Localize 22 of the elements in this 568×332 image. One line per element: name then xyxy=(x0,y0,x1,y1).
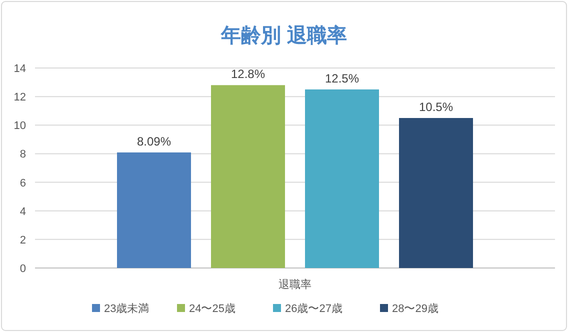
y-tick-label: 8 xyxy=(20,148,26,161)
bar xyxy=(305,89,379,268)
data-label: 10.5% xyxy=(418,100,454,114)
bar xyxy=(117,152,191,268)
y-tick-label: 0 xyxy=(20,263,26,275)
y-tick-label: 14 xyxy=(14,63,26,75)
y-tick-label: 4 xyxy=(20,206,26,218)
y-tick-label: 12 xyxy=(14,92,26,104)
y-tick-label: 6 xyxy=(20,177,26,190)
bar xyxy=(399,118,473,268)
bar xyxy=(211,85,285,268)
chart-title: 年齢別 退職率 xyxy=(220,24,347,47)
x-tick-label: 退職率 xyxy=(278,278,312,291)
y-tick-label: 2 xyxy=(20,234,26,246)
data-label: 8.09% xyxy=(136,134,172,148)
data-label: 12.8% xyxy=(230,67,266,82)
y-tick-label: 10 xyxy=(14,120,26,132)
legend-label: 28〜29歳 xyxy=(392,302,438,315)
legend-label: 24〜25歳 xyxy=(189,302,236,315)
legend-label: 26歳〜27歳 xyxy=(285,302,342,315)
data-label: 12.5% xyxy=(324,71,360,86)
legend-label: 23歳未満 xyxy=(104,302,150,315)
